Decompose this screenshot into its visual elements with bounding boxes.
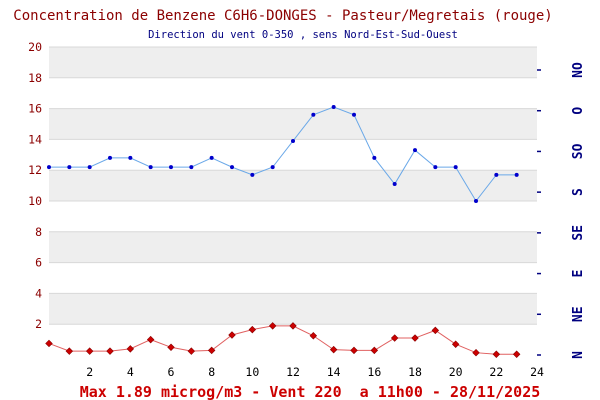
x-tick-label: 18 [408, 365, 422, 379]
wind-point [352, 112, 356, 117]
benzene-line [48, 325, 517, 355]
wind-point [392, 182, 397, 187]
benzene-point [350, 346, 358, 355]
y-tick-label: 16 [28, 102, 42, 116]
direction-label: E [571, 270, 586, 278]
direction-label: O [571, 107, 586, 115]
direction-label: NE [571, 306, 586, 322]
footer-summary: Max 1.89 microg/m3 - Vent 220 a 11h00 - … [80, 383, 541, 400]
benzene-point [289, 322, 297, 330]
direction-label: NO [571, 62, 586, 78]
wind-point [514, 172, 519, 177]
benzene-point [65, 347, 74, 355]
band [49, 170, 537, 201]
x-tick-label: 8 [208, 365, 215, 379]
y-tick-label: 4 [35, 286, 42, 300]
benzene-point [268, 322, 277, 330]
wind-point [67, 165, 72, 170]
x-tick-label: 16 [367, 365, 381, 379]
x-axis: 2 4 6 8 10 12 14 16 18 20 22 24 [86, 365, 544, 379]
direction-label: S [571, 188, 586, 196]
right-axis-tick-marks [537, 69, 541, 356]
direction-label: N [571, 351, 586, 359]
grid-lines [49, 46, 537, 325]
y-tick-label: 18 [28, 71, 42, 85]
direction-label: SO [571, 143, 586, 159]
y-axis-left: 2 4 6 8 10 12 14 16 18 20 [28, 40, 42, 331]
direction-label: SE [571, 225, 586, 241]
wind-point [148, 165, 153, 170]
x-tick-label: 20 [449, 365, 463, 379]
benzene-point [228, 331, 236, 339]
benzene-point [370, 346, 379, 355]
wind-direction-series [47, 105, 519, 203]
wind-point [128, 155, 133, 160]
wind-point [413, 148, 417, 153]
benzene-point [472, 348, 480, 357]
wind-point [169, 165, 173, 170]
wind-point [270, 165, 275, 170]
benzene-point [248, 325, 257, 334]
y-tick-label: 6 [35, 256, 42, 270]
benzene-point [207, 346, 216, 355]
benzene-point [85, 347, 94, 355]
benzene-point [187, 347, 196, 355]
wind-point [87, 165, 92, 170]
wind-point [331, 105, 336, 110]
wind-point [47, 165, 51, 170]
x-tick-label: 2 [86, 365, 93, 379]
y-tick-label: 10 [28, 194, 42, 208]
x-tick-label: 22 [489, 365, 503, 379]
benzene-point [106, 347, 114, 355]
benzene-point [451, 340, 460, 348]
benzene-point [411, 334, 419, 342]
y-tick-label: 2 [35, 317, 42, 331]
x-tick-label: 12 [286, 365, 300, 379]
y-tick-label: 8 [35, 225, 42, 239]
benzene-point [167, 343, 175, 352]
chart-title: Concentration de Benzene C6H6-DONGES - P… [13, 8, 552, 24]
wind-point [250, 172, 255, 177]
x-tick-label: 10 [245, 365, 259, 379]
wind-point [494, 172, 499, 177]
benzene-point [390, 334, 399, 342]
background-bands [49, 47, 537, 325]
y-tick-label: 14 [28, 132, 42, 146]
x-tick-label: 24 [530, 365, 544, 379]
benzene-series [45, 322, 521, 358]
y-tick-label: 20 [28, 40, 42, 54]
benzene-point [146, 335, 155, 344]
band [49, 231, 537, 263]
x-tick-label: 14 [327, 365, 341, 379]
wind-point [453, 165, 458, 170]
benzene-point [492, 350, 501, 358]
wind-point [311, 112, 316, 117]
wind-point [372, 155, 377, 160]
wind-point [433, 165, 438, 170]
band [49, 293, 537, 325]
x-tick-label: 4 [127, 365, 134, 379]
benzene-point [512, 350, 521, 358]
wind-point [209, 155, 214, 160]
y-axis-right-directions: N NE E SE S SO O NO [571, 62, 586, 359]
benzene-point [45, 339, 53, 348]
band [49, 47, 537, 78]
y-tick-label: 12 [28, 163, 42, 177]
wind-point [474, 199, 478, 203]
benzene-point [126, 345, 135, 353]
wind-point [189, 165, 194, 170]
benzene-point [309, 332, 318, 340]
wind-point [291, 138, 295, 143]
chart-subtitle: Direction du vent 0-350 , sens Nord-Est-… [148, 29, 458, 41]
band [49, 108, 537, 140]
benzene-point [329, 345, 338, 354]
wind-line [49, 106, 517, 202]
wind-point [230, 165, 234, 170]
wind-point [108, 155, 112, 160]
benzene-point [431, 326, 440, 335]
x-tick-label: 6 [168, 365, 175, 379]
